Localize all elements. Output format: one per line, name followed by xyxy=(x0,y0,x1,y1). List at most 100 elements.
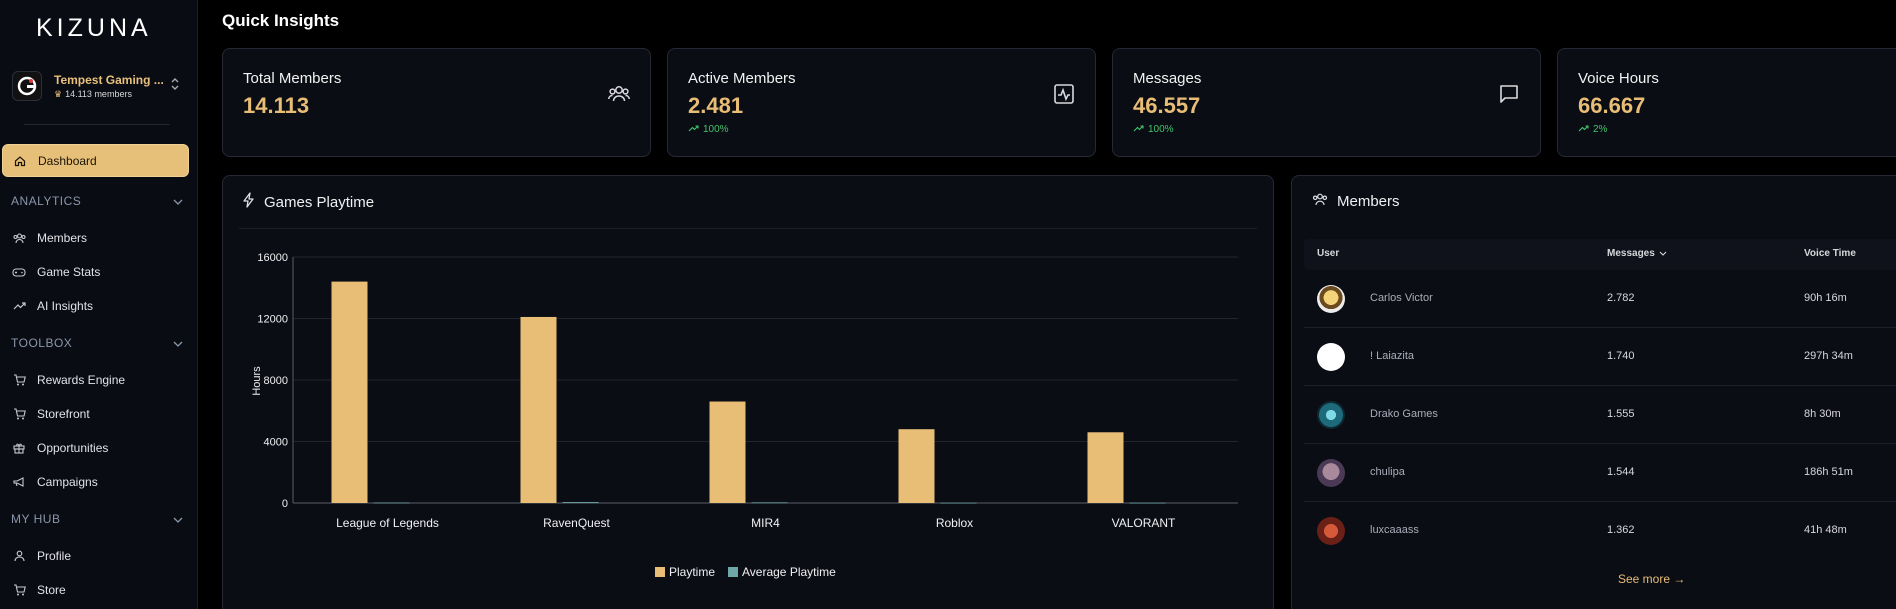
y-axis-label: Hours xyxy=(251,366,263,396)
members-icon xyxy=(608,83,630,105)
avatar xyxy=(1317,285,1345,313)
see-more-link[interactable]: See more → xyxy=(1618,572,1686,586)
member-messages: 1.555 xyxy=(1607,408,1635,420)
sidebar-item-campaigns[interactable]: Campaigns xyxy=(2,465,189,498)
bar-playtime xyxy=(709,401,746,503)
sidebar-item-label: Rewards Engine xyxy=(37,372,126,387)
sidebar-item-profile[interactable]: Profile xyxy=(2,539,189,572)
stat-value: 2.481 xyxy=(688,93,744,118)
server-member-count: 14.113 members xyxy=(65,89,132,99)
table-row[interactable]: Drako Games 1.555 8h 30m xyxy=(1304,386,1896,444)
stat-label: Active Members xyxy=(688,70,796,87)
sidebar-item-ai-insights[interactable]: AI Insights xyxy=(2,289,189,322)
stat-value: 66.667 xyxy=(1578,93,1646,118)
sidebar-item-dashboard[interactable]: Dashboard xyxy=(2,144,189,177)
sidebar-item-label: Game Stats xyxy=(37,264,101,279)
bar-average-playtime xyxy=(373,502,410,504)
trending-up-icon xyxy=(1133,124,1144,135)
sidebar-item-opportunities[interactable]: Opportunities xyxy=(2,431,189,464)
stat-label: Voice Hours xyxy=(1578,70,1659,87)
server-switcher[interactable]: Tempest Gaming ... ♛ 14.113 members xyxy=(8,66,188,106)
sidebar-item-game-stats[interactable]: Game Stats xyxy=(2,255,189,288)
chevron-down-icon xyxy=(173,336,183,350)
sidebar-item-label: Store xyxy=(37,582,66,597)
chevron-down-icon xyxy=(173,194,183,208)
x-tick-label: VALORANT xyxy=(1112,516,1176,530)
trending-up-icon xyxy=(1578,124,1589,135)
server-avatar xyxy=(12,71,42,101)
legend-swatch-playtime xyxy=(655,567,665,577)
column-messages[interactable]: Messages xyxy=(1607,248,1667,259)
section-my-hub[interactable]: MY HUB xyxy=(11,509,183,529)
sidebar-item-members[interactable]: Members xyxy=(2,221,189,254)
megaphone-icon xyxy=(12,475,26,489)
chevron-updown-icon[interactable] xyxy=(170,77,180,96)
stat-value: 46.557 xyxy=(1133,93,1201,118)
column-user[interactable]: User xyxy=(1317,248,1340,259)
sidebar-item-store[interactable]: Store xyxy=(2,573,189,606)
sidebar-item-label: Profile xyxy=(37,548,72,563)
section-toolbox[interactable]: TOOLBOX xyxy=(11,333,183,353)
trending-up-icon xyxy=(688,124,699,135)
sidebar-item-label: Opportunities xyxy=(37,440,109,455)
trending-up-icon xyxy=(12,299,26,313)
member-name: ! Laiazita xyxy=(1370,350,1415,362)
sidebar-item-rewards-engine[interactable]: Rewards Engine xyxy=(2,363,189,396)
avatar xyxy=(1317,343,1345,371)
panel-title: Games Playtime xyxy=(264,193,375,211)
y-tick-label: 8000 xyxy=(264,375,288,387)
server-name: Tempest Gaming ... xyxy=(54,72,164,87)
legend-swatch-average-playtime xyxy=(728,567,738,577)
table-row[interactable]: chulipa 1.544 186h 51m xyxy=(1304,444,1896,502)
stat-trend: 100% xyxy=(1133,124,1174,135)
table-row[interactable]: ! Laiazita 1.740 297h 34m xyxy=(1304,328,1896,386)
sidebar-item-label: AI Insights xyxy=(37,298,94,313)
section-analytics[interactable]: ANALYTICS xyxy=(11,191,183,211)
member-messages: 1.544 xyxy=(1607,466,1635,478)
avatar xyxy=(1317,401,1345,429)
sidebar-item-label: Campaigns xyxy=(37,474,98,489)
home-icon xyxy=(13,154,27,168)
chevron-down-icon xyxy=(173,512,183,526)
member-voice-time: 90h 16m xyxy=(1804,292,1847,304)
legend-label: Playtime xyxy=(669,565,715,579)
member-messages: 1.362 xyxy=(1607,524,1635,536)
stat-label: Messages xyxy=(1133,70,1202,87)
sidebar-item-label: Members xyxy=(37,230,88,245)
avatar xyxy=(1317,517,1345,545)
panel-title: Members xyxy=(1337,192,1400,210)
avatar xyxy=(1317,459,1345,487)
lightning-icon xyxy=(243,192,255,212)
member-name: chulipa xyxy=(1370,466,1405,478)
y-tick-label: 12000 xyxy=(257,314,288,326)
stat-card-total-members: Total Members 14.113 xyxy=(222,48,651,157)
bar-playtime xyxy=(520,316,557,503)
table-header: User Messages Voice Time xyxy=(1304,239,1896,270)
stat-card-voice-hours: Voice Hours 66.667 2% xyxy=(1557,48,1896,157)
chevron-down-icon xyxy=(1659,248,1667,259)
stat-card-messages: Messages 46.557 100% xyxy=(1112,48,1541,157)
table-row[interactable]: Carlos Victor 2.782 90h 16m xyxy=(1304,270,1896,328)
members-icon xyxy=(1312,192,1328,210)
gamepad-icon xyxy=(12,265,26,279)
stat-trend: 2% xyxy=(1578,124,1607,135)
y-tick-label: 0 xyxy=(282,498,288,510)
bar-average-playtime xyxy=(562,502,599,503)
table-row[interactable]: luxcaaass 1.362 41h 48m xyxy=(1304,502,1896,560)
bar-playtime xyxy=(898,429,935,503)
activity-icon xyxy=(1053,83,1075,105)
column-voice-time[interactable]: Voice Time xyxy=(1804,248,1856,259)
x-tick-label: MIR4 xyxy=(751,516,780,530)
stat-value: 14.113 xyxy=(243,93,310,118)
member-messages: 1.740 xyxy=(1607,350,1635,362)
members-icon xyxy=(12,231,26,245)
stat-card-active-members: Active Members 2.481 100% xyxy=(667,48,1096,157)
sidebar-item-storefront[interactable]: Storefront xyxy=(2,397,189,430)
section-title: MY HUB xyxy=(11,512,61,526)
stat-trend-value: 100% xyxy=(703,124,729,135)
member-name: luxcaaass xyxy=(1370,524,1419,536)
crown-icon: ♛ xyxy=(54,88,63,99)
app-logo: KIZUNA xyxy=(36,14,152,42)
message-icon xyxy=(1498,83,1520,105)
stat-label: Total Members xyxy=(243,70,342,87)
